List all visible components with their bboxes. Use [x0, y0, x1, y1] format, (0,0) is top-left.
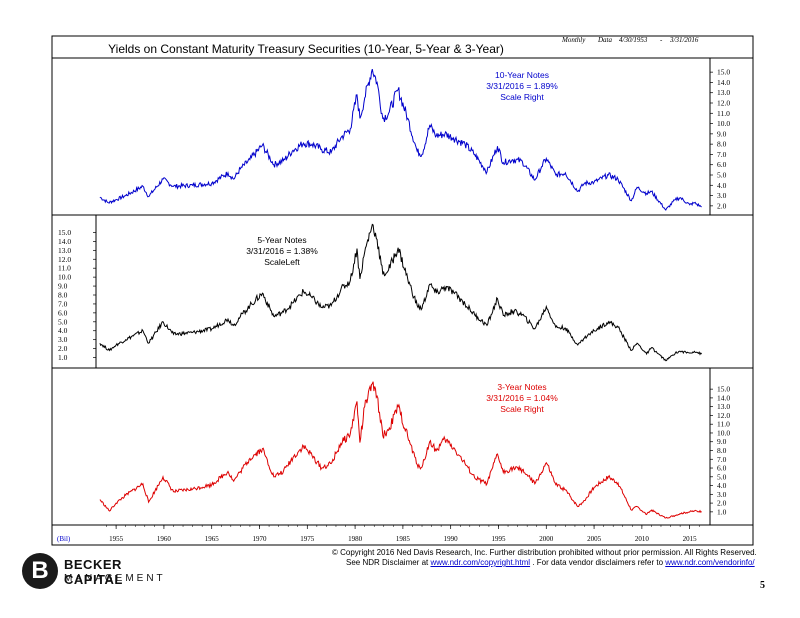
y-tick-label: 9.0 [58, 282, 68, 291]
x-tick-label: 1985 [396, 535, 411, 543]
y-tick-label: 1.0 [717, 507, 727, 516]
series-line-three-year [99, 381, 702, 519]
becker-capital-logo: B BECKER CAPITAL MANAGEMENT [22, 553, 172, 593]
y-tick-label: 3.0 [58, 335, 68, 344]
y-tick-label: 6.0 [717, 160, 727, 169]
header-frequency: Monthly [561, 36, 586, 44]
y-tick-label: 4.0 [58, 326, 68, 335]
logo-emblem [22, 553, 58, 589]
copyright-text: © Copyright 2016 Ned Davis Research, Inc… [332, 548, 757, 557]
y-tick-label: 9.0 [717, 437, 727, 446]
y-tick-label: 6.0 [717, 464, 727, 473]
y-tick-label: 7.0 [717, 150, 727, 159]
series-annotation: 3-Year Notes [497, 382, 546, 392]
y-tick-label: 10.0 [717, 428, 730, 437]
x-tick-label: 2010 [635, 535, 650, 543]
logo-company-subtitle: MANAGEMENT [64, 573, 166, 584]
x-tick-label: 2005 [587, 535, 602, 543]
y-tick-label: 5.0 [717, 171, 727, 180]
x-tick-label: 2000 [539, 535, 554, 543]
y-tick-label: 15.0 [58, 228, 71, 237]
x-tick-label: 1965 [205, 535, 220, 543]
x-tick-label: 2015 [683, 535, 698, 543]
units-label: (Bil) [57, 535, 71, 543]
x-tick-label: 1975 [300, 535, 315, 543]
y-tick-label: 4.0 [717, 481, 727, 490]
y-tick-label: 13.0 [58, 246, 71, 255]
series-line-ten-year [99, 68, 702, 211]
series-annotation: 3/31/2016 = 1.89% [486, 81, 558, 91]
series-line-five-year [99, 223, 703, 362]
series-annotation: 10-Year Notes [495, 70, 549, 80]
y-tick-label: 2.0 [717, 201, 727, 210]
y-tick-label: 8.0 [717, 446, 727, 455]
disclaimer-notice: See NDR Disclaimer at www.ndr.com/copyri… [346, 558, 755, 567]
logo-company-name: BECKER CAPITAL [64, 557, 123, 587]
series-annotation: Scale Right [500, 404, 544, 414]
x-tick-label: 1960 [157, 535, 172, 543]
y-tick-label: 14.0 [717, 78, 730, 87]
series-annotation: 5-Year Notes [257, 235, 306, 245]
series-annotation: ScaleLeft [264, 257, 300, 267]
y-tick-label: 10.0 [58, 273, 71, 282]
header-end-date: 3/31/2016 [669, 36, 699, 44]
page-number: 5 [760, 580, 765, 591]
y-tick-label: 12.0 [717, 411, 730, 420]
y-tick-label: 11.0 [717, 109, 730, 118]
y-tick-label: 7.0 [717, 455, 727, 464]
treasury-yields-chart: Yields on Constant Maturity Treasury Sec… [51, 35, 754, 546]
y-tick-label: 2.0 [717, 499, 727, 508]
vendor-info-link[interactable]: www.ndr.com/vendorinfo/ [665, 558, 755, 567]
y-tick-label: 12.0 [58, 255, 71, 264]
x-tick-label: 1980 [348, 535, 363, 543]
y-tick-label: 5.0 [717, 472, 727, 481]
y-tick-label: 8.0 [717, 140, 727, 149]
series-annotation: 3/31/2016 = 1.04% [486, 393, 558, 403]
y-tick-label: 3.0 [717, 490, 727, 499]
y-tick-label: 6.0 [58, 308, 68, 317]
header-start-date: 4/30/1953 [619, 36, 648, 44]
y-tick-label: 15.0 [717, 385, 730, 394]
y-tick-label: 1.0 [58, 353, 68, 362]
y-tick-label: 15.0 [717, 68, 730, 77]
y-tick-label: 11.0 [717, 420, 730, 429]
y-tick-label: 14.0 [58, 237, 71, 246]
series-annotation: 3/31/2016 = 1.38% [246, 246, 318, 256]
y-tick-label: 2.0 [58, 344, 68, 353]
disclaimer-prefix: See NDR Disclaimer at [346, 558, 429, 567]
header-data-label: Data [597, 36, 613, 44]
x-tick-label: 1995 [491, 535, 506, 543]
copyright-notice: © Copyright 2016 Ned Davis Research, Inc… [332, 548, 757, 557]
y-tick-label: 10.0 [717, 119, 730, 128]
y-tick-label: 7.0 [58, 299, 68, 308]
x-tick-label: 1955 [109, 535, 124, 543]
copyright-link[interactable]: www.ndr.com/copyright.html [430, 558, 531, 567]
x-tick-label: 1970 [253, 535, 268, 543]
y-tick-label: 13.0 [717, 402, 730, 411]
y-tick-label: 13.0 [717, 88, 730, 97]
header-separator: - [660, 36, 663, 44]
logo-letter: B [31, 557, 49, 584]
y-tick-label: 14.0 [717, 393, 730, 402]
y-tick-label: 11.0 [58, 264, 71, 273]
y-tick-label: 5.0 [58, 317, 68, 326]
series-annotation: Scale Right [500, 92, 544, 102]
y-tick-label: 8.0 [58, 291, 68, 300]
y-tick-label: 12.0 [717, 99, 730, 108]
x-tick-label: 1990 [444, 535, 459, 543]
y-tick-label: 4.0 [717, 181, 727, 190]
y-tick-label: 3.0 [717, 191, 727, 200]
y-tick-label: 9.0 [717, 129, 727, 138]
chart-frame [51, 35, 754, 546]
vendor-prefix: . For data vendor disclaimers refer to [532, 558, 664, 567]
chart-title: Yields on Constant Maturity Treasury Sec… [108, 42, 504, 56]
